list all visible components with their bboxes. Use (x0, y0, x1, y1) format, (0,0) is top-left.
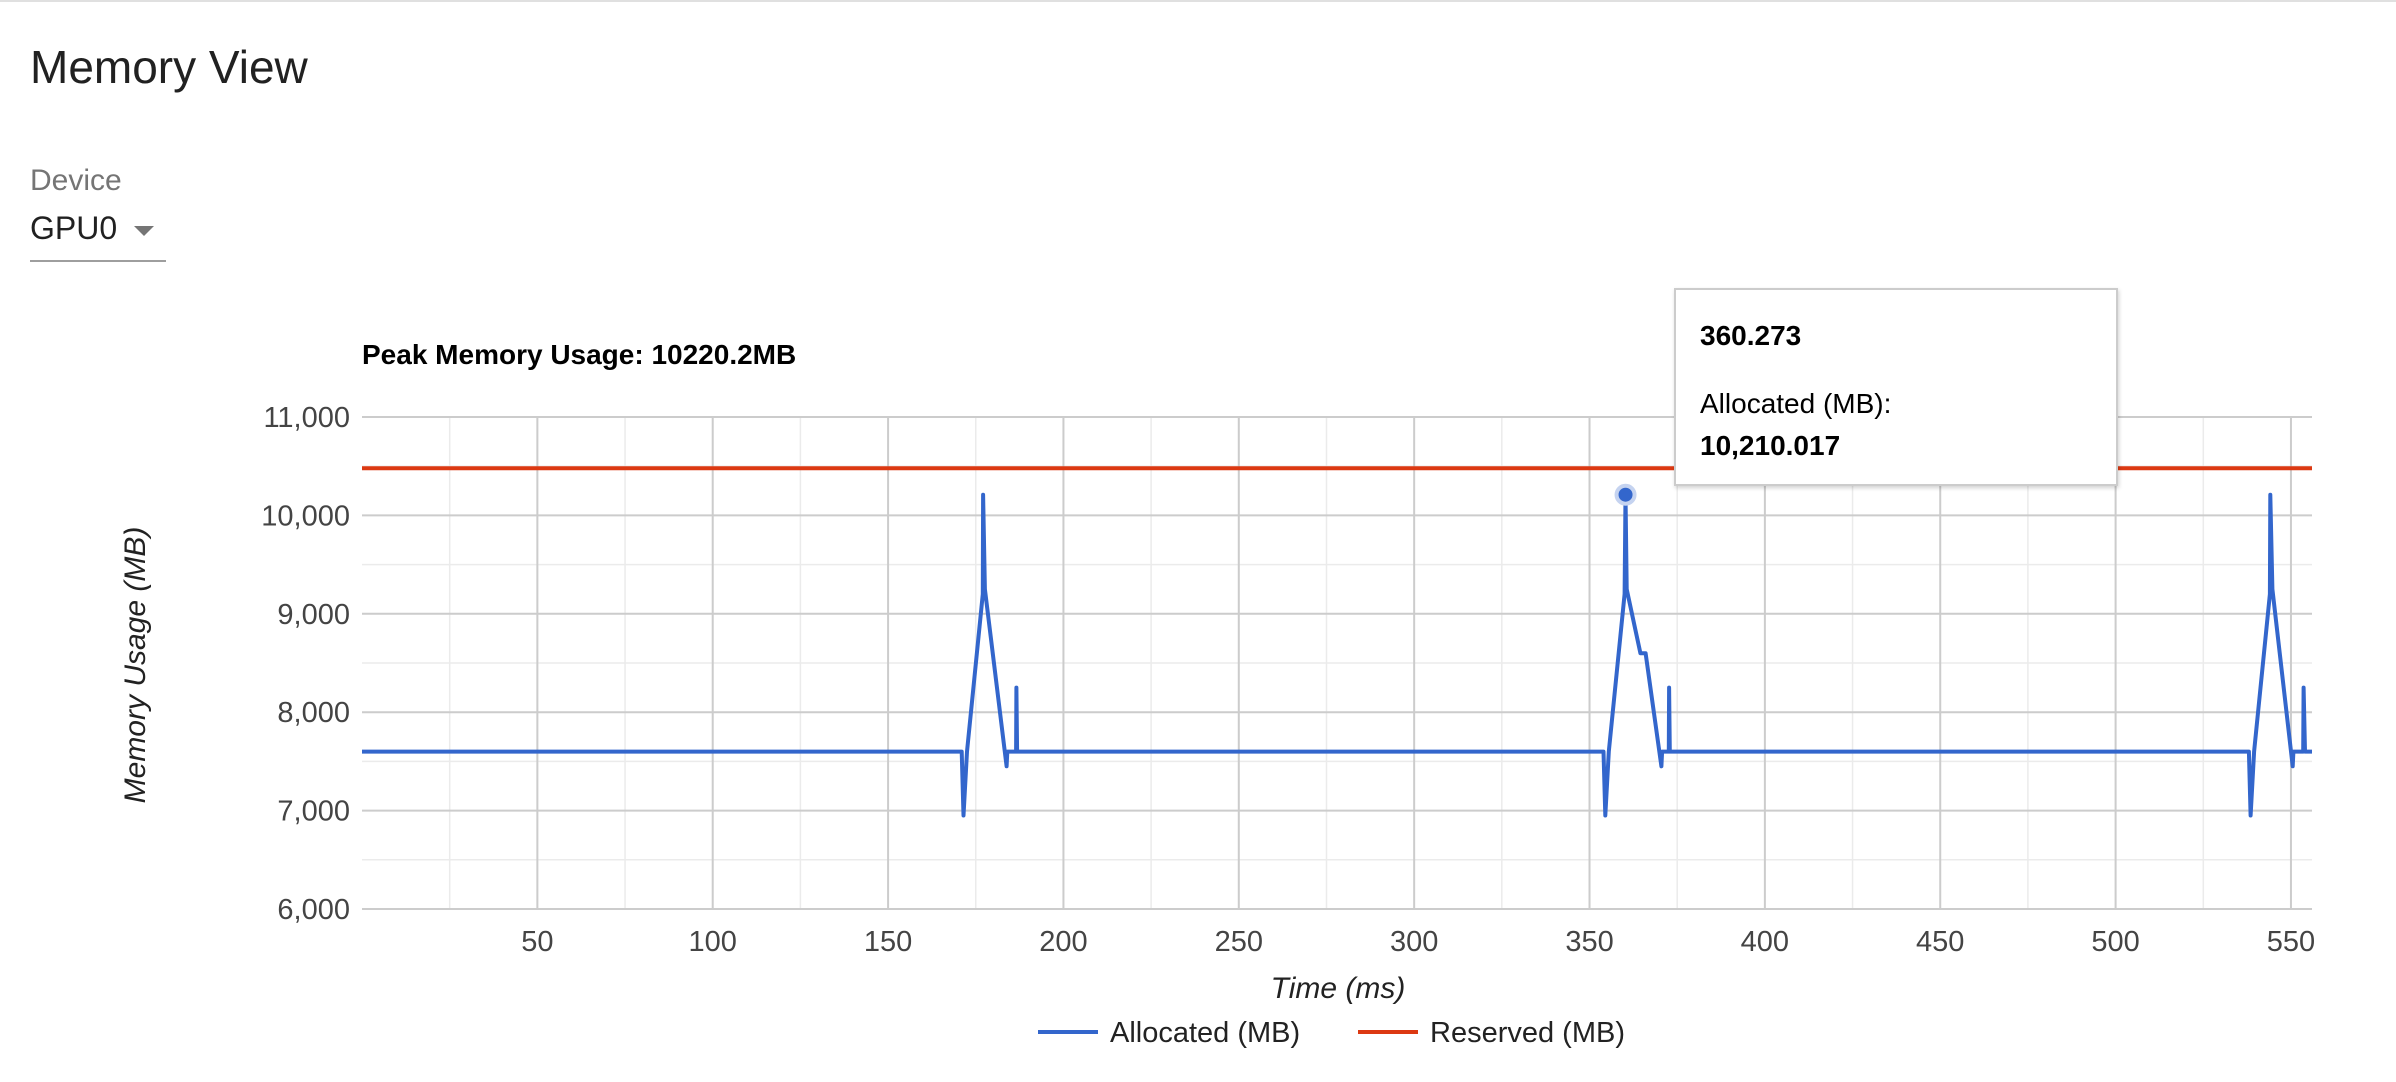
y-axis-ticks: 6,000 7,000 8,000 9,000 10,000 11,000 (261, 402, 350, 926)
highlighted-data-point[interactable] (1614, 483, 1637, 506)
x-tick-label: 350 (1565, 926, 1613, 958)
series-line-allocated[interactable] (362, 492, 2312, 818)
chart-title: Peak Memory Usage: 10220.2MB (362, 339, 796, 370)
x-tick-label: 100 (689, 926, 737, 958)
x-tick-label: 450 (1916, 926, 1964, 958)
y-axis-label: Memory Usage (MB) (119, 527, 152, 804)
y-tick-label: 6,000 (277, 894, 350, 926)
y-tick-label: 10,000 (261, 500, 350, 532)
chart-tooltip: 360.273 Allocated (MB): 10,210.017 (1674, 288, 2118, 486)
tooltip-series-label: Allocated (MB): (1700, 388, 1892, 419)
series-layer (362, 466, 2312, 818)
y-tick-label: 11,000 (263, 402, 350, 434)
x-tick-label: 250 (1215, 926, 1263, 958)
legend-reserved-label[interactable]: Reserved (MB) (1430, 1017, 1625, 1049)
device-select-value: GPU0 (30, 210, 118, 246)
y-tick-label: 7,000 (277, 796, 350, 828)
x-tick-label: 150 (864, 926, 912, 958)
y-tick-label: 8,000 (277, 697, 350, 729)
x-axis-label: Time (ms) (1271, 972, 1406, 1005)
minor-gridlines (362, 417, 2312, 909)
x-tick-label: 550 (2267, 926, 2315, 958)
device-select[interactable]: GPU0 (30, 206, 166, 262)
chevron-down-icon[interactable] (134, 226, 154, 236)
x-tick-label: 50 (521, 926, 553, 958)
major-gridlines (362, 416, 2312, 910)
tooltip-x-value: 360.273 (1700, 320, 1802, 351)
top-divider (0, 0, 2396, 6)
x-axis-ticks: 50 100 150 200 250 300 350 400 450 500 550 (521, 926, 2315, 958)
device-label: Device (30, 164, 122, 197)
page-title: Memory View (30, 41, 308, 93)
x-tick-label: 300 (1390, 926, 1438, 958)
y-tick-label: 9,000 (277, 599, 350, 631)
tooltip-y-value: 10,210.017 (1700, 430, 1841, 461)
x-tick-label: 400 (1741, 926, 1789, 958)
x-tick-label: 500 (2091, 926, 2139, 958)
x-tick-label: 200 (1039, 926, 1087, 958)
legend: Allocated (MB) Reserved (MB) (1038, 1017, 1625, 1049)
legend-allocated-label[interactable]: Allocated (MB) (1110, 1017, 1300, 1049)
